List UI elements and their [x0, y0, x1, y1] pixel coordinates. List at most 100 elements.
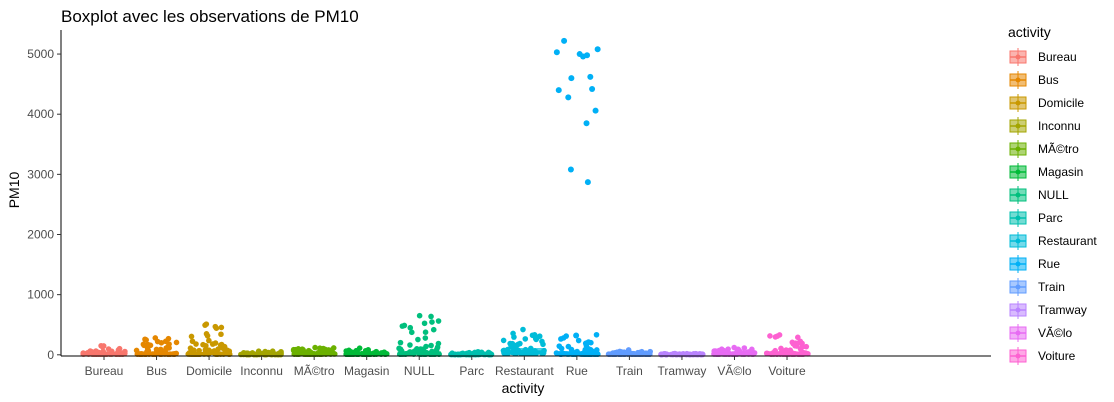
legend-label: Bureau	[1038, 50, 1077, 64]
boxplot-group	[133, 335, 180, 357]
legend-label: Inconnu	[1038, 119, 1081, 133]
data-point	[575, 337, 582, 344]
data-point	[500, 337, 507, 344]
legend-label: Train	[1038, 280, 1065, 294]
data-point	[416, 312, 423, 319]
data-point	[407, 324, 414, 331]
data-point	[799, 343, 806, 350]
data-point	[212, 340, 219, 346]
legend-item: Bus	[1008, 70, 1059, 90]
data-point	[188, 333, 195, 340]
y-tick-label: 2000	[27, 228, 54, 242]
x-tick-label: NULL	[404, 364, 435, 378]
data-point	[98, 342, 104, 349]
data-point	[399, 323, 406, 329]
legend-key-point	[1015, 146, 1021, 152]
legend-item: Parc	[1008, 208, 1063, 228]
data-point	[212, 323, 219, 330]
legend-label: Rue	[1038, 257, 1060, 271]
boxplot-group	[763, 332, 811, 357]
data-point	[312, 344, 318, 351]
x-tick-label: VÃ©lo	[717, 364, 752, 378]
legend-key-point	[1015, 238, 1021, 244]
chart-title: Boxplot avec les observations de PM10	[61, 7, 359, 26]
data-point	[434, 344, 441, 351]
y-tick-label: 0	[47, 348, 54, 362]
data-point	[145, 342, 152, 348]
legend-key-point	[1015, 330, 1021, 336]
legend-key-point	[1015, 307, 1021, 313]
legend-item: Bureau	[1008, 47, 1077, 67]
outlier-point	[573, 332, 580, 339]
legend-key-point	[1015, 169, 1021, 175]
x-tick-label: Inconnu	[240, 364, 283, 378]
outlier-point	[587, 73, 594, 80]
data-point	[536, 333, 543, 340]
legend-item: MÃ©tro	[1008, 139, 1079, 159]
legend-title: activity	[1008, 24, 1051, 40]
plot-area	[80, 37, 811, 358]
data-point	[593, 331, 600, 338]
legend-item: Inconnu	[1008, 116, 1081, 136]
data-point	[429, 319, 435, 325]
outlier-point	[568, 75, 575, 82]
data-point	[509, 340, 516, 347]
y-tick-label: 5000	[27, 47, 54, 61]
data-point	[215, 346, 222, 352]
legend-key-point	[1015, 284, 1021, 290]
data-point	[200, 341, 206, 348]
data-point	[795, 334, 801, 341]
data-point	[203, 321, 210, 327]
legend-label: Voiture	[1038, 349, 1076, 363]
outlier-point	[555, 87, 562, 94]
data-point	[435, 318, 442, 324]
legend-key-point	[1015, 77, 1021, 83]
data-point	[218, 331, 224, 338]
legend-label: Domicile	[1038, 96, 1084, 110]
data-point	[772, 334, 779, 340]
boxplot-group	[500, 326, 547, 356]
legend-item: Magasin	[1008, 162, 1083, 182]
data-point	[221, 343, 228, 350]
data-point	[517, 340, 523, 347]
boxplot-group	[553, 37, 601, 357]
data-point	[218, 324, 225, 331]
boxplot-group	[396, 312, 442, 357]
outlier-point	[589, 85, 596, 92]
legend-label: VÃ©lo	[1038, 326, 1073, 340]
data-point	[203, 331, 210, 337]
y-tick-label: 4000	[27, 107, 54, 121]
legend-key-point	[1015, 353, 1021, 359]
data-point	[556, 343, 563, 349]
x-tick-label: Domicile	[186, 364, 232, 378]
data-point	[767, 333, 773, 339]
data-point	[428, 342, 434, 349]
outlier-point	[567, 166, 574, 173]
outlier-point	[580, 53, 587, 60]
data-point	[625, 347, 632, 353]
legend-key-point	[1015, 54, 1021, 60]
legend-label: Parc	[1038, 211, 1063, 225]
data-point	[587, 346, 594, 353]
data-point	[430, 326, 437, 333]
data-point	[206, 337, 212, 344]
legend-key-point	[1015, 215, 1021, 221]
outlier-point	[594, 46, 601, 53]
data-point	[568, 346, 575, 353]
legend-label: Restaurant	[1038, 234, 1097, 248]
y-axis-title: PM10	[6, 172, 22, 209]
data-point	[741, 345, 748, 351]
data-point	[585, 339, 592, 345]
x-tick-label: Bureau	[85, 364, 124, 378]
data-point	[428, 313, 434, 320]
boxplot-group	[290, 344, 338, 357]
x-axis-ticks: Bureau Bus Domicile Inconnu MÃ©tro Magasin NUL…	[85, 356, 806, 378]
data-point	[511, 334, 517, 340]
outlier-point	[592, 107, 599, 114]
legend-label: Bus	[1038, 73, 1059, 87]
x-tick-label: Magasin	[344, 364, 389, 378]
boxplot-group	[343, 345, 390, 357]
legend-item: Restaurant	[1008, 231, 1097, 251]
legend-key-point	[1015, 123, 1021, 129]
